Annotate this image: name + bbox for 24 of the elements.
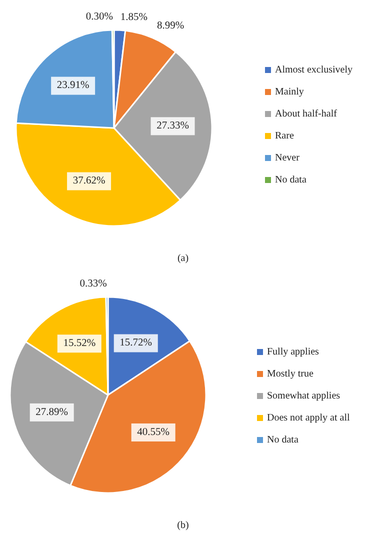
legend-label: No data: [275, 174, 307, 186]
legend-label: Almost exclusively: [275, 64, 352, 76]
data-label: 37.62%: [72, 176, 106, 187]
legend-label: Does not apply at all: [267, 412, 350, 424]
legend-label: Never: [275, 152, 300, 164]
legend-label: Fully applies: [267, 346, 320, 358]
data-label: 0.33%: [80, 278, 108, 290]
text: (a): [177, 253, 189, 264]
data-label: 15.72%: [120, 338, 152, 349]
legend-label: About half-half: [275, 108, 338, 120]
data-label: 40.55%: [137, 426, 170, 438]
data-label: 1.85%: [120, 12, 148, 23]
text: (b): [177, 520, 189, 531]
data-label: 0.30%: [86, 12, 114, 23]
data-label: 23.91%: [56, 80, 90, 92]
legend-label: Rare: [275, 130, 294, 142]
legend-label: Somewhat applies: [267, 390, 340, 402]
legend-label: No data: [267, 434, 299, 446]
legend-label: Mostly true: [267, 368, 314, 380]
data-label: 15.52%: [63, 338, 96, 350]
legend-label: Mainly: [275, 86, 304, 98]
data-label: 8.99%: [156, 20, 184, 32]
data-label: 27.33%: [156, 120, 190, 132]
data-label: 27.89%: [36, 406, 68, 418]
